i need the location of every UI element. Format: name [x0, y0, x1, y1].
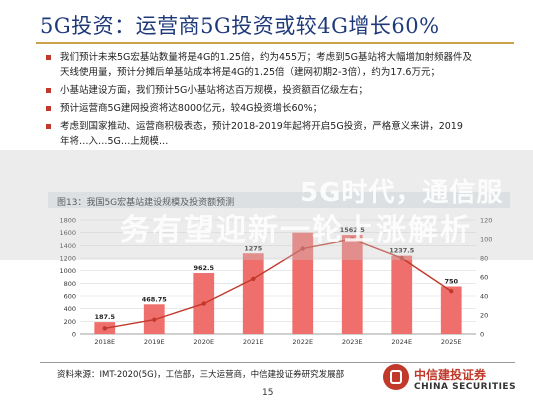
footer-divider — [40, 362, 515, 363]
bullet-text: 预计运营商5G建网投资将达8000亿元，较4G投资增长60%； — [60, 103, 323, 114]
title-divider — [36, 42, 514, 44]
x-tick-label: 2019E — [144, 338, 165, 346]
y-right-tick-label: 20 — [480, 312, 488, 320]
source-note: 资料来源：IMT-2020(5G)，工信部，三大运营商，中信建投证券研究发展部 — [57, 370, 345, 380]
bullet-item: 预计运营商5G建网投资将达8000亿元，较4G投资增长60%； — [44, 101, 514, 116]
bar — [440, 286, 462, 334]
y-left-tick-label: 400 — [64, 305, 76, 313]
bar — [391, 255, 413, 334]
page-number: 15 — [262, 388, 274, 398]
logo-text-en: CHINA SECURITIES — [414, 382, 517, 392]
bullet-text: 我们预计未来5G宏基站数量将是4G的1.25倍，约为455万；考虑到5G基站将大… — [60, 52, 473, 63]
china-securities-logo-icon — [383, 364, 409, 390]
chart-labels: 0 200 400 600 800 1000 1200 1400 1600 1800 0 20 40 60… — [59, 217, 492, 347]
x-tick-label: 2021E — [243, 338, 264, 346]
x-tick-label: 2018E — [94, 338, 115, 346]
line-point — [102, 326, 107, 331]
line-point — [350, 236, 355, 242]
y-left-tick-label: 1600 — [59, 229, 76, 237]
x-tick-label: 2023E — [342, 338, 363, 346]
x-tick-label: 2025E — [441, 338, 462, 346]
x-tick-label: 2020E — [193, 338, 214, 346]
chart-caption: 图13：我国5G宏基站建设规模及投资额预测 — [57, 198, 235, 208]
bar — [341, 235, 363, 334]
logo-text-cn: 中信建投证券 — [414, 368, 487, 382]
y-right-tick-label: 0 — [480, 331, 484, 339]
bullet-item: 我们预计未来5G宏基站数量将是4G的1.25倍，约为455万；考虑到5G基站将大… — [44, 50, 514, 80]
line-point — [201, 301, 206, 306]
slide-title: 5G投资：运营商5G投资或较4G增长60% — [40, 14, 440, 38]
y-left-tick-label: 200 — [64, 318, 76, 326]
bullet-item: 小基站建设方面，我们预计5G小基站将达百万规模，投资额百亿级左右； — [44, 83, 514, 98]
bar-value-label: 962.5 — [193, 264, 214, 272]
y-left-tick-label: 0 — [72, 331, 76, 339]
line-point — [152, 317, 157, 322]
watermark-text: 5G时代，通信服 — [300, 178, 504, 208]
bar-value-label: 750 — [444, 278, 458, 286]
chart-line — [102, 236, 454, 331]
bar — [292, 232, 314, 334]
y-left-tick-label: 800 — [64, 280, 76, 288]
x-tick-label: 2022E — [292, 338, 313, 346]
y-left-tick-label: 1000 — [59, 267, 76, 275]
line-point — [251, 276, 256, 282]
watermark-band — [0, 150, 533, 260]
bullet-text: 考虑到国家推动、运营商积极表态，预计2018-2019年起将开启5G投资，严格意… — [60, 121, 463, 132]
y-left-tick-label: 1400 — [59, 242, 76, 250]
line-point — [399, 255, 404, 261]
bar-value-label: 1562.5 — [340, 226, 366, 234]
bullet-item: 考虑到国家推动、运营商积极表态，预计2018-2019年起将开启5G投资，严格意… — [44, 119, 514, 149]
y-right-tick-label: 40 — [480, 293, 488, 301]
bar — [242, 253, 264, 334]
y-right-tick-label: 120 — [480, 217, 492, 225]
series-line — [104, 238, 452, 329]
y-right-tick-label: 100 — [480, 236, 492, 244]
bar-value-label: 468.75 — [142, 295, 168, 303]
bullet-text: 年将…入…5G…上规模… — [60, 136, 169, 147]
y-right-tick-label: 80 — [480, 255, 488, 263]
y-right-tick-label: 60 — [480, 274, 488, 282]
line-point — [300, 246, 305, 251]
y-left-tick-label: 1200 — [59, 255, 76, 263]
x-tick-label: 2024E — [391, 338, 412, 346]
bullet-text: 小基站建设方面，我们预计5G小基站将达百万规模，投资额百亿级左右； — [60, 85, 368, 96]
bar-value-label: 187.5 — [94, 313, 115, 321]
y-left-tick-label: 1800 — [59, 217, 76, 225]
bar-line-chart: 0 200 400 600 800 1000 1200 1400 1600 1800 0 20 40 60… — [59, 217, 492, 347]
bar-value-label: 1237.5 — [389, 247, 415, 255]
bullet-list: 我们预计未来5G宏基站数量将是4G的1.25倍，约为455万；考虑到5G基站将大… — [44, 50, 514, 152]
bar-value-label: 1275 — [244, 244, 263, 252]
line-point — [449, 289, 454, 294]
watermark-text: 务有望迎新一轮上涨解析 — [120, 213, 472, 248]
bullet-text: 天线使用量，预计分摊后单基站成本将是4G的1.25倍（建网初期2-3倍），约为1… — [60, 67, 440, 78]
y-left-tick-label: 600 — [64, 293, 76, 301]
chart-caption-band — [48, 192, 510, 208]
